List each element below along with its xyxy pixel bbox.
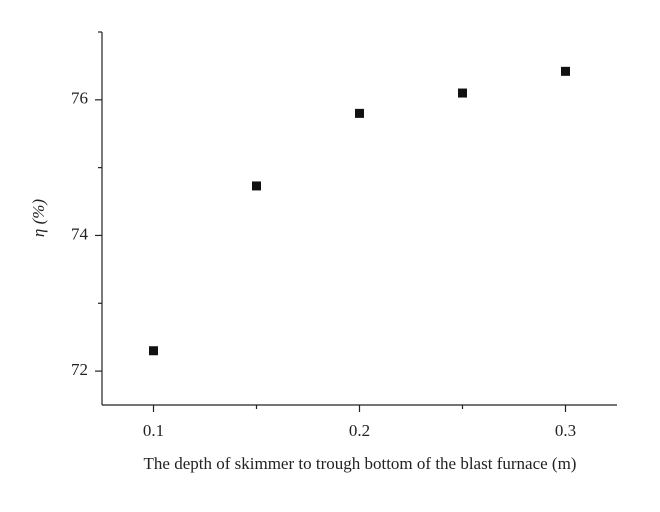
point — [561, 66, 570, 76]
point — [252, 181, 261, 191]
y-tick-label: 72 — [71, 360, 88, 379]
y-tick-label: 74 — [71, 224, 89, 243]
y-tick-label: 76 — [71, 89, 88, 108]
y-axis-label: η (%) — [29, 199, 48, 238]
point — [458, 88, 467, 98]
x-tick-label: 0.3 — [555, 421, 576, 440]
x-tick-label: 0.1 — [143, 421, 164, 440]
x-axis-label: The depth of skimmer to trough bottom of… — [144, 454, 577, 473]
point — [149, 346, 158, 356]
point — [355, 108, 364, 118]
x-tick-label: 0.2 — [349, 421, 370, 440]
